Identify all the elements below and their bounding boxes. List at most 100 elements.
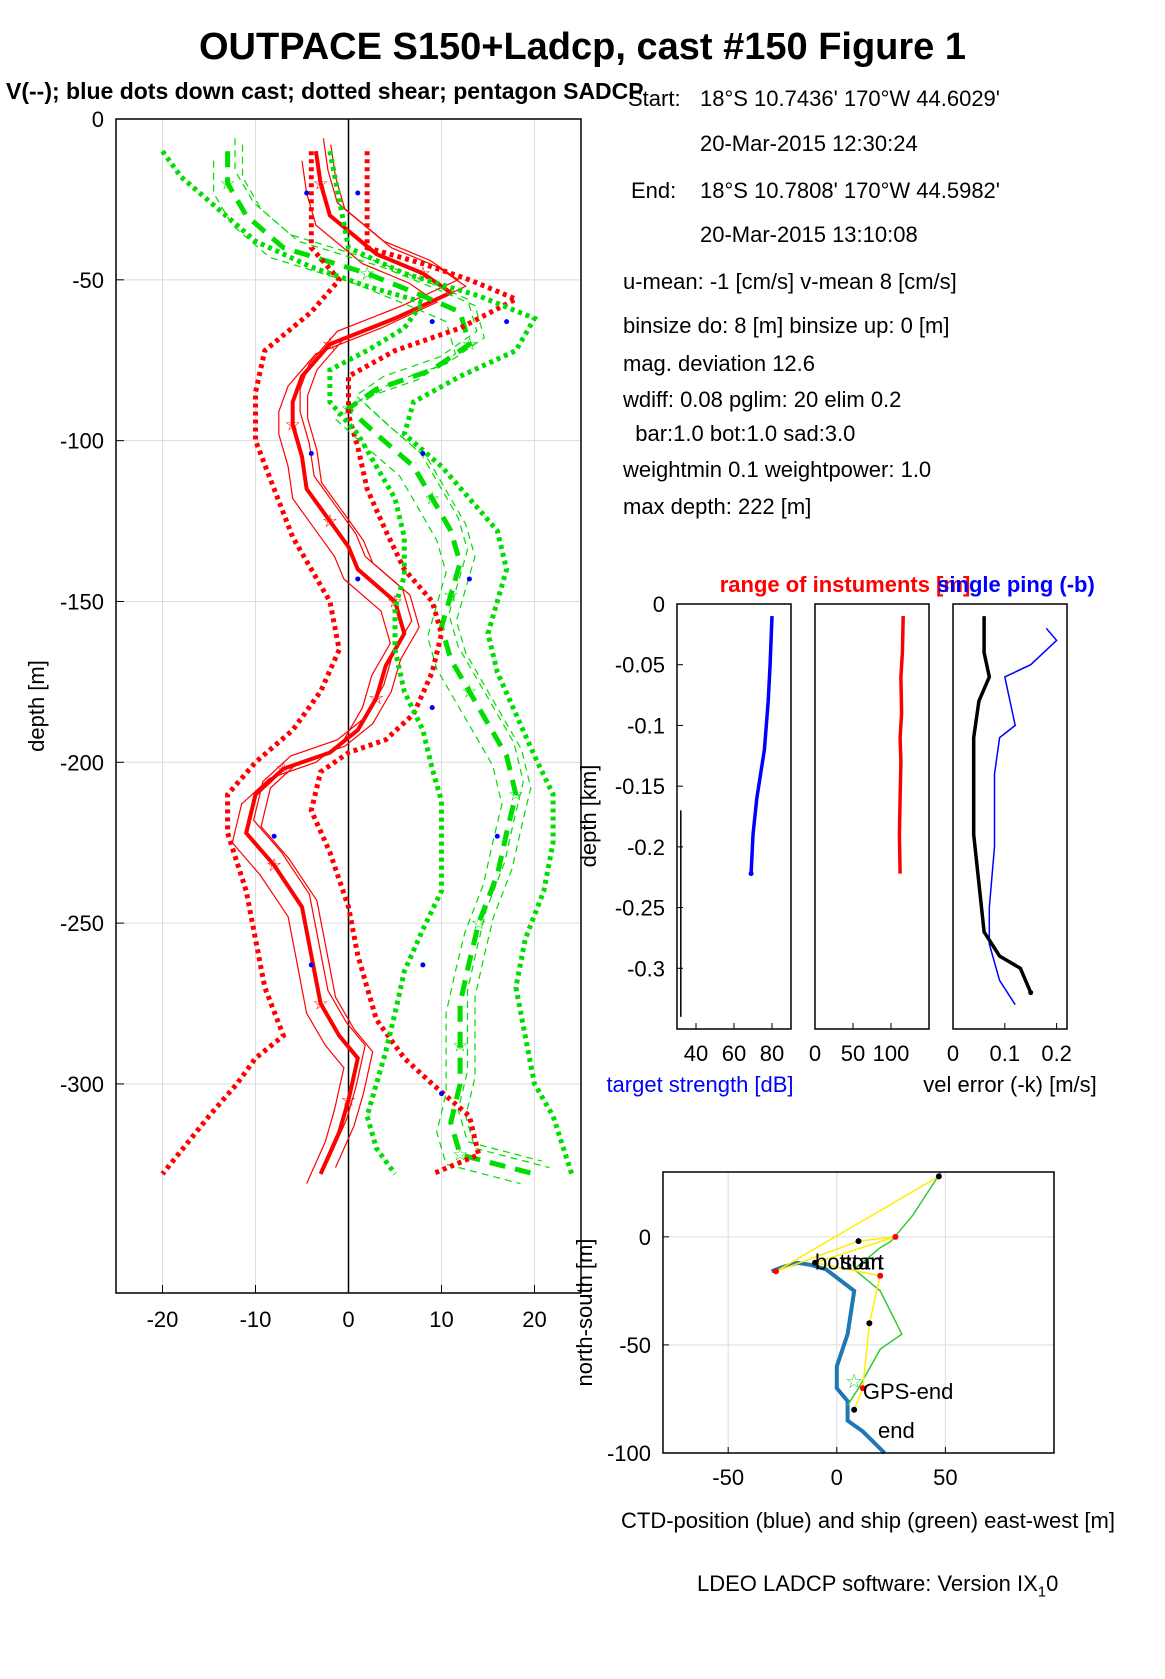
software-name: LDEO LADCP software: Version IX <box>697 1571 1038 1596</box>
sadcp-marker: ☆ <box>275 759 291 779</box>
downcast-dot <box>466 576 472 582</box>
x-tick-label: -10 <box>240 1307 272 1332</box>
series-single-ping <box>988 627 1058 1006</box>
pos-x-tick-label: 0 <box>831 1465 843 1490</box>
position-axes-frame <box>662 1171 1055 1454</box>
panel-x-tick-label: 0 <box>947 1041 959 1066</box>
sadcp-marker: ☆ <box>359 263 375 283</box>
start-label: Start: <box>628 86 681 111</box>
pos-x-label: CTD-position (blue) and ship (green) eas… <box>621 1508 1115 1533</box>
series-u-shear-left <box>160 151 343 1176</box>
downcast-dot <box>308 962 314 968</box>
panel-x-tick-label: 60 <box>722 1041 746 1066</box>
panel-x-tick-label: 0.2 <box>1041 1041 1072 1066</box>
weight-settings: weightmin 0.1 weightpower: 1.0 <box>623 457 932 482</box>
panel-y-tick-label: -0.05 <box>615 653 665 678</box>
panel-x-label-vel-error: vel error (-k) [m/s] <box>923 1072 1097 1097</box>
track-point <box>855 1238 862 1245</box>
software-version-tail: 0 <box>1046 1571 1059 1596</box>
panel-y-tick-label: -0.2 <box>627 835 665 860</box>
figure-title: OUTPACE S150+Ladcp, cast #150 Figure 1 <box>199 26 966 68</box>
series-v-ensemble <box>213 160 521 1185</box>
sadcp-marker: ☆ <box>322 334 338 354</box>
panel-frame-velocity-error <box>952 603 1068 1030</box>
series-v-ensemble <box>241 144 550 1169</box>
track-point <box>892 1233 899 1240</box>
downcast-dot <box>504 319 510 325</box>
pos-y-tick-label: -100 <box>607 1441 651 1466</box>
panel-y-tick-label: 0 <box>653 592 665 617</box>
sadcp-marker: ☆ <box>471 913 487 933</box>
y-tick-label: -100 <box>60 429 104 454</box>
sadcp-marker: ☆ <box>285 415 301 435</box>
panel-x-tick-label: 80 <box>760 1041 784 1066</box>
sadcp-marker: ☆ <box>220 173 236 193</box>
x-tick-label: -20 <box>147 1307 179 1332</box>
downcast-dot <box>439 1091 444 1097</box>
x-tick-label: 0 <box>342 1307 354 1332</box>
series-u-ensemble <box>252 138 460 1162</box>
pos-annotation: GPS-end <box>863 1379 954 1404</box>
y-tick-label: -250 <box>60 911 104 936</box>
track-point <box>772 1268 779 1275</box>
y-tick-label: 0 <box>92 107 104 132</box>
panel-x-tick-label: 50 <box>841 1041 865 1066</box>
sadcp-marker: ☆ <box>340 398 356 418</box>
track-point <box>812 1259 819 1266</box>
profile-end-dot <box>1028 990 1034 996</box>
sadcp-marker: ☆ <box>340 1090 356 1110</box>
end-label: End: <box>631 178 677 203</box>
start-time: 20-Mar-2015 12:30:24 <box>700 131 918 156</box>
pos-y-tick-label: 0 <box>639 1225 651 1250</box>
sadcp-marker: ☆ <box>313 173 329 193</box>
sadcp-marker: ☆ <box>266 855 282 875</box>
velocity-y-label: depth [m] <box>24 660 49 752</box>
panel-frame-range-profile <box>814 603 930 1030</box>
y-tick-label: -200 <box>60 750 104 775</box>
downcast-dot <box>355 576 361 582</box>
track-point <box>877 1272 884 1279</box>
panel-y-tick-label: -0.3 <box>627 956 665 981</box>
series-target-strength <box>749 616 774 874</box>
pos-series-ctd <box>770 1260 887 1455</box>
y-tick-label: -300 <box>60 1072 104 1097</box>
panel-frame-target-strength <box>676 603 792 1030</box>
track-point <box>866 1320 873 1327</box>
y-tick-label: -50 <box>72 268 104 293</box>
sadcp-marker: ☆ <box>508 784 524 804</box>
software-version: LDEO LADCP software: Version IX10 <box>697 1571 1058 1600</box>
pos-series-ship <box>846 1171 942 1406</box>
sadcp-marker: ☆ <box>424 489 440 509</box>
weight-factors: bar:1.0 bot:1.0 sad:3.0 <box>623 421 856 446</box>
y-tick-label: -150 <box>60 589 104 614</box>
pos-annotation: end <box>878 1418 915 1443</box>
sadcp-marker: ☆ <box>452 1145 468 1165</box>
series-v-shear-right <box>327 150 575 1175</box>
panel-y-tick-label: -0.1 <box>627 713 665 738</box>
downcast-dot <box>429 319 435 325</box>
sadcp-marker: ☆ <box>322 511 338 531</box>
track-point <box>859 1385 866 1392</box>
wdiff-settings: wdiff: 0.08 pglim: 20 elim 0.2 <box>623 387 902 412</box>
max-depth: max depth: 222 [m] <box>623 494 812 519</box>
downcast-dot <box>429 705 435 711</box>
pos-annotation: start <box>841 1249 884 1274</box>
panel-x-label-target: target strength [dB] <box>606 1072 793 1097</box>
bin-size: binsize do: 8 [m] binsize up: 0 [m] <box>623 313 950 338</box>
panel-x-tick-label: 0.1 <box>990 1041 1021 1066</box>
gps-end-star: ☆ <box>845 1371 863 1393</box>
panel-title-single-ping: single ping (-b) <box>937 572 1095 597</box>
panel-title-range: range of instuments [m] <box>720 572 971 597</box>
figure-subtitle: V(--); blue dots down cast; dotted shear… <box>6 78 644 104</box>
series-u-ensemble <box>260 144 467 1168</box>
profile-end-dot <box>748 871 754 877</box>
start-position: 18°S 10.7436' 170°W 44.6029' <box>700 86 1000 111</box>
pos-y-label: north-south [m] <box>572 1239 597 1387</box>
track-point <box>935 1173 942 1180</box>
velocity-axes-frame <box>115 118 582 1294</box>
pos-x-tick-label: -50 <box>712 1465 744 1490</box>
series-vel-error <box>971 616 1033 994</box>
sadcp-marker: ☆ <box>368 688 384 708</box>
sadcp-marker: ☆ <box>443 585 459 605</box>
